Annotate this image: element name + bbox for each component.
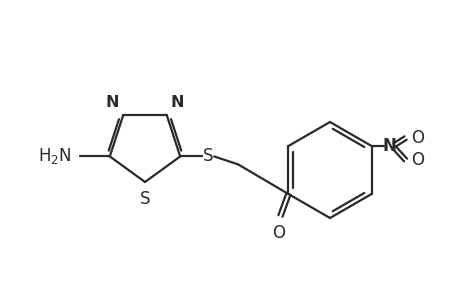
Text: S: S	[140, 190, 150, 208]
Text: S: S	[202, 147, 213, 165]
Text: N: N	[106, 95, 119, 110]
Text: N: N	[170, 95, 184, 110]
Text: H$_2$N: H$_2$N	[38, 146, 72, 167]
Text: O: O	[411, 129, 424, 147]
Text: O: O	[411, 151, 424, 169]
Text: O: O	[271, 224, 284, 242]
Text: N: N	[382, 137, 396, 155]
